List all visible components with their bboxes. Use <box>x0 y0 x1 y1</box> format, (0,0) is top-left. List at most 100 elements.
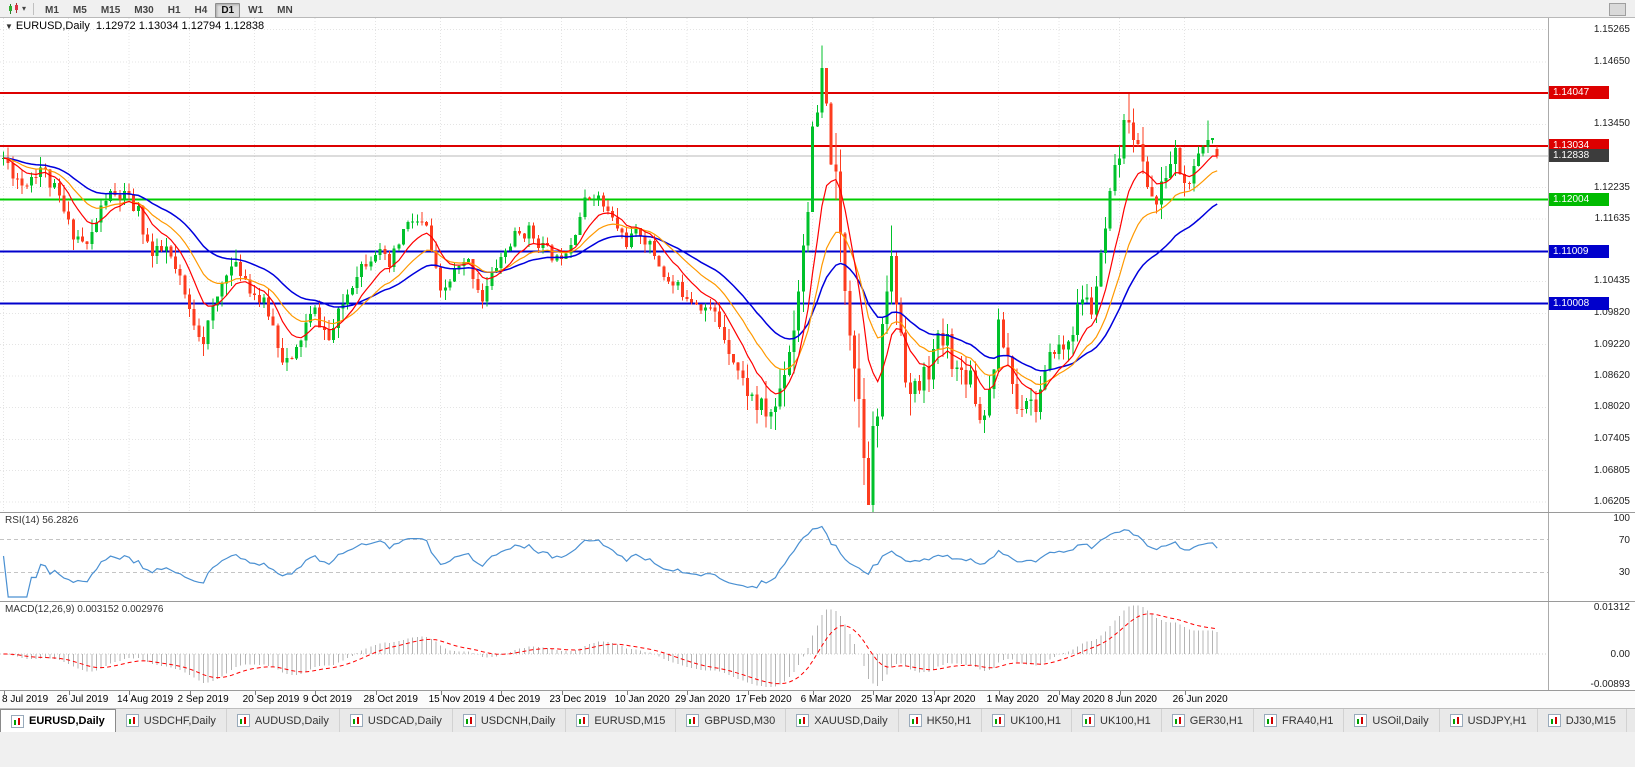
chart-tab-uk100-h1[interactable]: UK100,H1 <box>1072 709 1162 732</box>
price-badge-1.12838: 1.12838 <box>1549 149 1609 163</box>
tab-label: EURUSD,M15 <box>594 714 666 727</box>
mini-chart-icon <box>125 714 139 727</box>
tab-label: GER30,H1 <box>1189 714 1243 727</box>
tab-label: EURUSD,Daily <box>29 715 105 727</box>
price-badge-1.13034: 1.13034 <box>1549 138 1609 152</box>
time-label: 28 Oct 2019 <box>363 694 418 705</box>
tab-label: USDCNH,Daily <box>480 714 556 727</box>
price-tick-label: 1.07405 <box>1593 433 1630 445</box>
mini-chart-icon <box>992 714 1006 727</box>
macd-tick-label: -0.00893 <box>1590 679 1630 690</box>
time-tick <box>3 691 5 695</box>
time-label: 2 Sep 2019 <box>177 694 229 705</box>
moving-average-slow <box>3 157 1218 372</box>
price-axis[interactable]: 1.15265 1.14650 1.13450 1.12235 1.11635 1.104… <box>1548 18 1635 512</box>
chart-tab-usdcnh-daily[interactable]: USDCNH,Daily <box>453 709 567 732</box>
timeframe-button-m30[interactable]: M30 <box>128 3 159 18</box>
mini-chart-icon <box>1354 714 1368 727</box>
rsi-axis[interactable]: 100 70 30 <box>1548 513 1635 601</box>
price-badge-1.12004: 1.12004 <box>1549 192 1609 206</box>
rsi-tick-label: 100 <box>1613 513 1630 524</box>
chart-tab-eurusd-daily[interactable]: EURUSD,Daily <box>0 709 116 732</box>
mini-chart-icon <box>236 714 250 727</box>
toolbar-separator <box>33 2 35 15</box>
timeframe-button-m5[interactable]: M5 <box>67 3 93 18</box>
tab-label: HK50,H1 <box>926 714 972 727</box>
chart-tab-usdjpy-h1[interactable]: USDJPY,H1 <box>1440 709 1538 732</box>
mini-chart-icon <box>908 714 922 727</box>
chart-tab-audusd-daily[interactable]: AUDUSD,Daily <box>227 709 340 732</box>
price-tick-label: 1.08620 <box>1593 369 1630 381</box>
time-label: 8 Jun 2020 <box>1107 694 1158 705</box>
chart-tab-usdcad-daily[interactable]: USDCAD,Daily <box>340 709 453 732</box>
chart-tab-usoil-daily[interactable]: USOil,Daily <box>1344 709 1440 732</box>
price-tick-label: 1.15265 <box>1593 23 1630 35</box>
price-tick-label: 1.12235 <box>1593 181 1630 193</box>
candles-layer <box>2 45 1219 512</box>
tab-label: UK100,H1 <box>1010 714 1062 727</box>
mini-chart-icon <box>349 714 363 727</box>
chart-tab-ger30-h1[interactable]: GER30,H1 <box>1162 709 1254 732</box>
price-badge-1.14047: 1.14047 <box>1549 86 1609 100</box>
time-label: 4 Dec 2019 <box>489 694 541 705</box>
time-label: 6 Mar 2020 <box>800 694 852 705</box>
time-tick <box>440 691 442 695</box>
price-tick-label: 1.11635 <box>1594 212 1630 224</box>
mini-chart-icon <box>1082 714 1096 727</box>
timeframe-button-w1[interactable]: W1 <box>242 3 269 18</box>
rsi-tick-label: 30 <box>1618 567 1630 579</box>
time-axis[interactable]: 8 Jul 2019 26 Jul 2019 14 Aug 2019 2 Sep 20… <box>0 690 1635 708</box>
chart-tab-uk100-h1[interactable]: UK100,H1 <box>982 709 1073 732</box>
horizontal-lines-layer[interactable] <box>0 92 1548 305</box>
timeframe-button-d1[interactable]: D1 <box>215 2 241 18</box>
timeframe-button-h4[interactable]: H4 <box>189 3 214 18</box>
chart-tab-usdchf-daily[interactable]: USDCHF,Daily <box>116 709 227 732</box>
chart-tab-dj30-m15[interactable]: DJ30,M15 <box>1538 709 1627 732</box>
price-tick-label: 1.09820 <box>1593 307 1630 319</box>
chart-tab-eurusd-m15[interactable]: EURUSD,M15 <box>566 709 677 732</box>
collapse-arrow-icon[interactable]: ▼ <box>5 22 13 31</box>
rsi-tick-label: 70 <box>1618 534 1630 546</box>
time-tick <box>561 691 563 695</box>
tab-label: DJ30,M15 <box>1565 714 1616 727</box>
rsi-chart-canvas[interactable] <box>0 513 1548 601</box>
timeframe-button-mn[interactable]: MN <box>271 3 299 18</box>
chart-tab-hk50-h1[interactable]: HK50,H1 <box>899 709 983 732</box>
price-tick-label: 1.06205 <box>1593 495 1630 507</box>
timeframe-button-h1[interactable]: H1 <box>162 3 187 18</box>
macd-chart-canvas[interactable] <box>0 602 1548 690</box>
tab-label: USDCHF,Daily <box>143 714 216 727</box>
price-tick-label: 1.08020 <box>1593 401 1630 413</box>
price-tick-label: 1.06805 <box>1593 464 1630 476</box>
time-tick <box>1059 691 1061 695</box>
time-label: 14 Aug 2019 <box>117 694 174 705</box>
price-chart-pane: 1.15265 1.14650 1.13450 1.12235 1.11635 1.104… <box>0 18 1635 512</box>
time-tick <box>315 691 317 695</box>
chevron-down-icon: ▾ <box>22 3 27 13</box>
toolbar: ▾ M1 M5 M15 M30 H1 H4 D1 W1 MN <box>0 0 1635 18</box>
timeframe-button-m1[interactable]: M1 <box>39 3 65 18</box>
mini-chart-icon <box>11 714 24 728</box>
macd-label: MACD(12,26,9) 0.003152 0.002976 <box>5 604 164 615</box>
time-tick <box>375 691 377 695</box>
scrollbar-thumb[interactable] <box>1609 3 1626 16</box>
price-chart-canvas[interactable] <box>0 18 1548 512</box>
moving-average-fast <box>3 155 1218 395</box>
price-tick-label: 1.13450 <box>1593 118 1630 130</box>
tab-label: AUDUSD,Daily <box>254 714 329 727</box>
macd-signal-line <box>3 613 1218 685</box>
ohlc-values: 1.12972 1.13034 1.12794 1.12838 <box>95 20 265 32</box>
chart-type-dropdown[interactable]: ▾ <box>4 2 29 15</box>
time-tick <box>687 691 689 695</box>
time-tick <box>68 691 70 695</box>
chart-tab-fra40-h1[interactable]: FRA40,H1 <box>1254 709 1345 732</box>
price-badge-1.11009: 1.11009 <box>1549 244 1609 258</box>
macd-axis[interactable]: 0.01312 0.00 -0.00893 <box>1548 602 1635 690</box>
chart-tab-gbpusd-m30[interactable]: GBPUSD,M30 <box>676 709 787 732</box>
time-label: 20 May 2020 <box>1047 694 1105 705</box>
tab-label: USDJPY,H1 <box>1467 714 1527 727</box>
chart-tab-xauusd-daily[interactable]: XAUUSD,Daily <box>786 709 899 732</box>
time-tick <box>1119 691 1121 695</box>
timeframe-button-m15[interactable]: M15 <box>95 3 126 18</box>
